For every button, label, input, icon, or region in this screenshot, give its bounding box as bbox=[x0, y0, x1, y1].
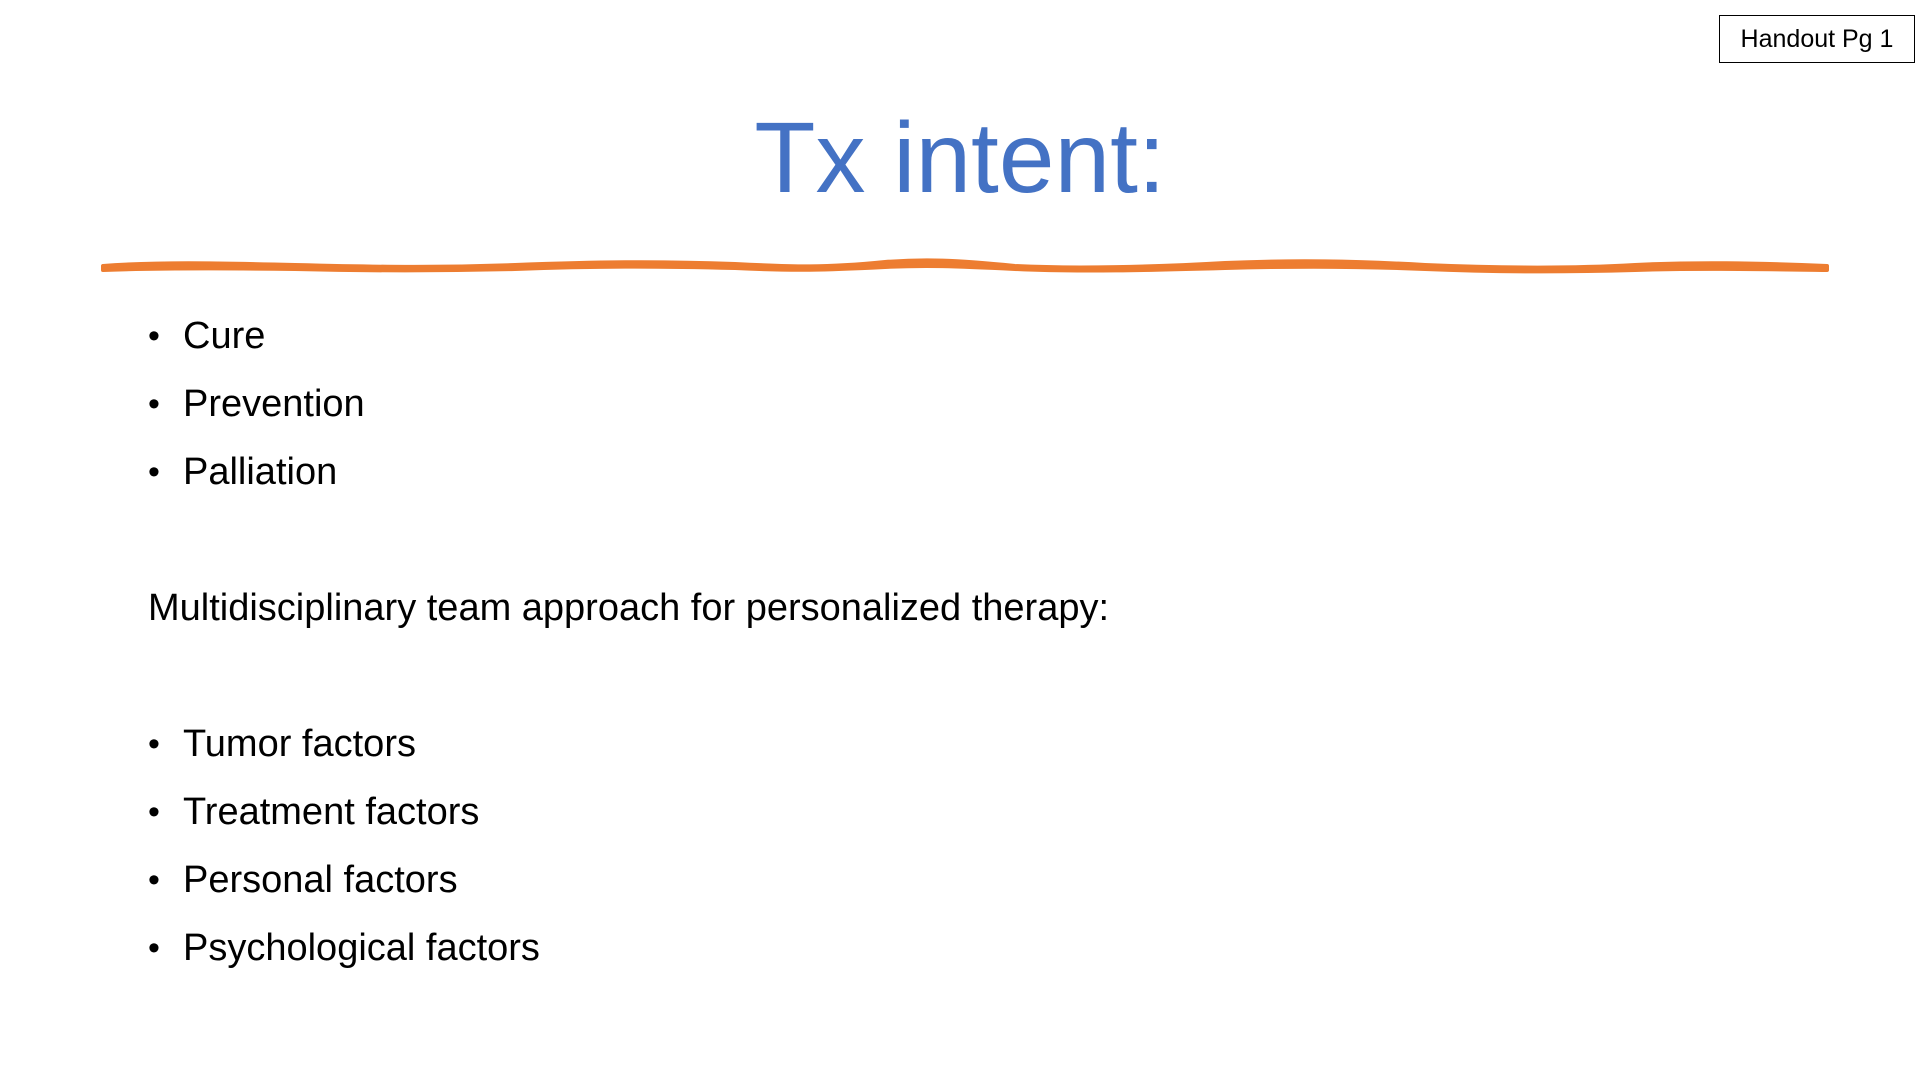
list-item: • Psychological factors bbox=[148, 914, 540, 982]
bullet-icon: • bbox=[148, 438, 160, 506]
handout-page-text: Handout Pg 1 bbox=[1741, 25, 1894, 54]
list-item: • Palliation bbox=[148, 438, 365, 506]
bullet-icon: • bbox=[148, 778, 160, 846]
list-item-text: Tumor factors bbox=[183, 723, 416, 765]
list-item: • Tumor factors bbox=[148, 710, 540, 778]
title-divider-brushstroke bbox=[95, 248, 1835, 284]
slide-title: Tx intent: bbox=[0, 98, 1920, 218]
handout-page-label: Handout Pg 1 bbox=[1719, 15, 1915, 63]
brushstroke-path bbox=[103, 260, 1827, 271]
factors-list: • Tumor factors • Treatment factors • Pe… bbox=[148, 710, 540, 982]
bullet-icon: • bbox=[148, 370, 160, 438]
list-item: • Cure bbox=[148, 302, 365, 370]
list-item-text: Prevention bbox=[183, 383, 365, 425]
list-item-text: Personal factors bbox=[183, 859, 458, 901]
list-item: • Personal factors bbox=[148, 846, 540, 914]
list-item-text: Treatment factors bbox=[183, 791, 479, 833]
list-item-text: Palliation bbox=[183, 451, 337, 493]
bullet-icon: • bbox=[148, 846, 160, 914]
bullet-icon: • bbox=[148, 302, 160, 370]
bullet-icon: • bbox=[148, 914, 160, 982]
list-item: • Prevention bbox=[148, 370, 365, 438]
list-item-text: Psychological factors bbox=[183, 927, 540, 969]
treatment-intent-list: • Cure • Prevention • Palliation bbox=[148, 302, 365, 506]
team-approach-paragraph: Multidisciplinary team approach for pers… bbox=[148, 574, 1109, 642]
list-item: • Treatment factors bbox=[148, 778, 540, 846]
bullet-icon: • bbox=[148, 710, 160, 778]
list-item-text: Cure bbox=[183, 315, 265, 357]
